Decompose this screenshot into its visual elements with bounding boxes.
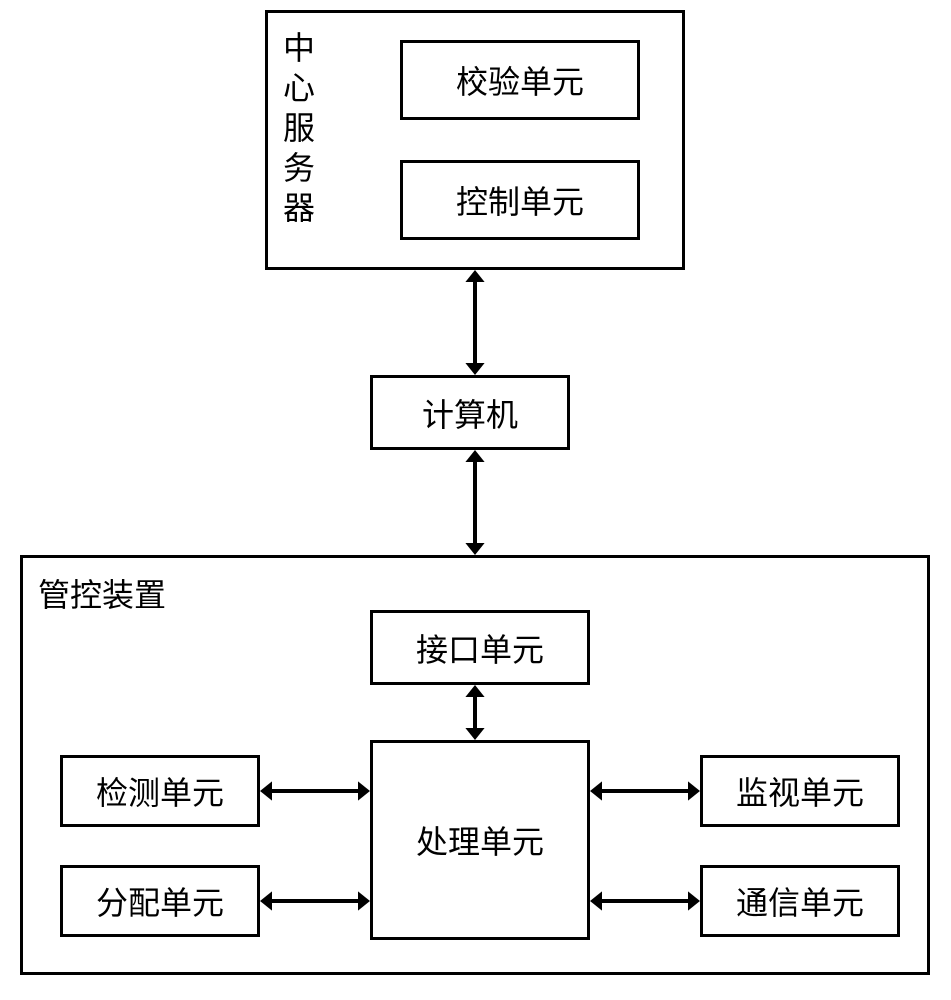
server-label-char-1: 中 — [283, 28, 315, 68]
computer-box: 计算机 — [370, 375, 570, 450]
interface-unit-box: 接口单元 — [370, 610, 590, 685]
server-label-char-3: 服 — [283, 108, 315, 148]
control-unit-box: 控制单元 — [400, 160, 640, 240]
control-unit-label: 控制单元 — [456, 177, 584, 223]
process-unit-label: 处理单元 — [416, 817, 544, 863]
server-label-char-2: 心 — [283, 68, 315, 108]
computer-label: 计算机 — [422, 390, 518, 436]
interface-unit-label: 接口单元 — [416, 625, 544, 671]
server-label-char-5: 器 — [283, 188, 315, 228]
comm-unit-label: 通信单元 — [736, 878, 864, 924]
comm-unit-box: 通信单元 — [700, 865, 900, 937]
ctrl-dev-label-text: 管控装置 — [38, 577, 166, 613]
alloc-unit-box: 分配单元 — [60, 865, 260, 937]
verify-unit-label: 校验单元 — [456, 57, 584, 103]
detect-unit-label: 检测单元 — [96, 768, 224, 814]
alloc-unit-label: 分配单元 — [96, 878, 224, 924]
ctrl-dev-container-label: 管控装置 — [38, 570, 166, 616]
monitor-unit-label: 监视单元 — [736, 768, 864, 814]
server-label-char-4: 务 — [283, 148, 315, 188]
detect-unit-box: 检测单元 — [60, 755, 260, 827]
process-unit-box: 处理单元 — [370, 740, 590, 940]
monitor-unit-box: 监视单元 — [700, 755, 900, 827]
verify-unit-box: 校验单元 — [400, 40, 640, 120]
server-container-label: 中 心 服 务 器 — [283, 28, 315, 228]
